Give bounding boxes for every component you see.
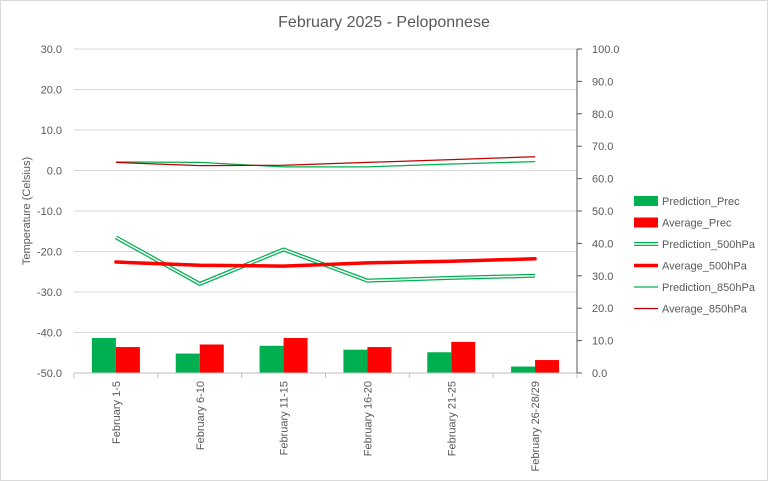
legend: Prediction_Prec Average_Prec Prediction_50… — [634, 196, 756, 316]
y-tick-label: -10.0 — [37, 206, 62, 218]
x-tick-label: February 21-25 — [446, 381, 458, 456]
x-tick-label: February 16-20 — [362, 381, 374, 456]
y-tick-label: -50.0 — [37, 368, 62, 380]
y2-tick-label: 40.0 — [592, 238, 613, 250]
legend-swatch — [634, 196, 658, 206]
y2-tick-label: 50.0 — [592, 206, 613, 218]
bar-Prediction_Prec — [343, 349, 368, 373]
legend-label: Average_500hPa — [662, 261, 748, 273]
bar-Average_Prec — [367, 347, 392, 373]
bar-Average_Prec — [535, 360, 560, 373]
y2-tick-label: 20.0 — [592, 303, 613, 315]
legend-swatch — [634, 217, 658, 228]
bar-Average_Prec — [199, 344, 224, 373]
bar-Prediction_Prec — [175, 353, 200, 373]
y2-tick-label: 0.0 — [592, 368, 607, 380]
y-tick-label: 20.0 — [41, 85, 62, 97]
y2-tick-label: 90.0 — [592, 76, 613, 88]
y-tick-label: -30.0 — [37, 287, 62, 299]
y-tick-label: 30.0 — [41, 44, 62, 56]
bar-Average_Prec — [451, 341, 476, 373]
legend-label: Prediction_Prec — [662, 196, 740, 208]
y-tick-label: 0.0 — [47, 166, 62, 178]
y2-tick-label: 80.0 — [592, 109, 613, 121]
line-Average_850hPa — [115, 156, 536, 167]
bar-Prediction_Prec — [427, 352, 452, 373]
gridlines — [74, 48, 577, 333]
lines-layer — [114, 156, 537, 286]
x-tick-label: February 1-5 — [111, 381, 123, 444]
y2-tick-label: 70.0 — [592, 141, 613, 153]
legend-label: Prediction_850hPa — [662, 282, 756, 294]
x-tick-label: February 26-28/29 — [530, 381, 542, 472]
y2-tick-label: 60.0 — [592, 174, 613, 186]
bar-Prediction_Prec — [259, 345, 284, 373]
bar-Average_Prec — [283, 338, 308, 373]
y2-tick-label: 30.0 — [592, 271, 613, 283]
legend-label: Average_850hPa — [662, 304, 748, 316]
bar-Prediction_Prec — [511, 366, 536, 373]
x-tick-label: February 11-15 — [279, 381, 291, 455]
legend-label: Average_Prec — [662, 218, 732, 230]
y-tick-label: -40.0 — [37, 328, 62, 340]
axes-layer: 30.0 20.0 10.0 0.0 -10.0 -20.0 -30.0 -40.0 -50.0… — [21, 44, 620, 472]
legend-label: Prediction_500hPa — [662, 239, 756, 251]
bar-Prediction_Prec — [91, 338, 116, 373]
bar-Average_Prec — [115, 347, 140, 373]
y-axis-title: Temperature (Celsius) — [21, 157, 33, 265]
y-tick-label: 10.0 — [41, 125, 62, 137]
line-Prediction_850hPa — [115, 160, 536, 168]
line-Average_500hPa — [114, 257, 537, 268]
x-tick-label: February 6-10 — [195, 381, 207, 450]
bars-layer — [91, 338, 560, 373]
chart-title: February 2025 - Peloponnese — [278, 14, 490, 31]
y-tick-label: -20.0 — [37, 247, 62, 259]
y2-tick-label: 100.0 — [592, 44, 620, 56]
y2-tick-label: 10.0 — [592, 336, 613, 348]
